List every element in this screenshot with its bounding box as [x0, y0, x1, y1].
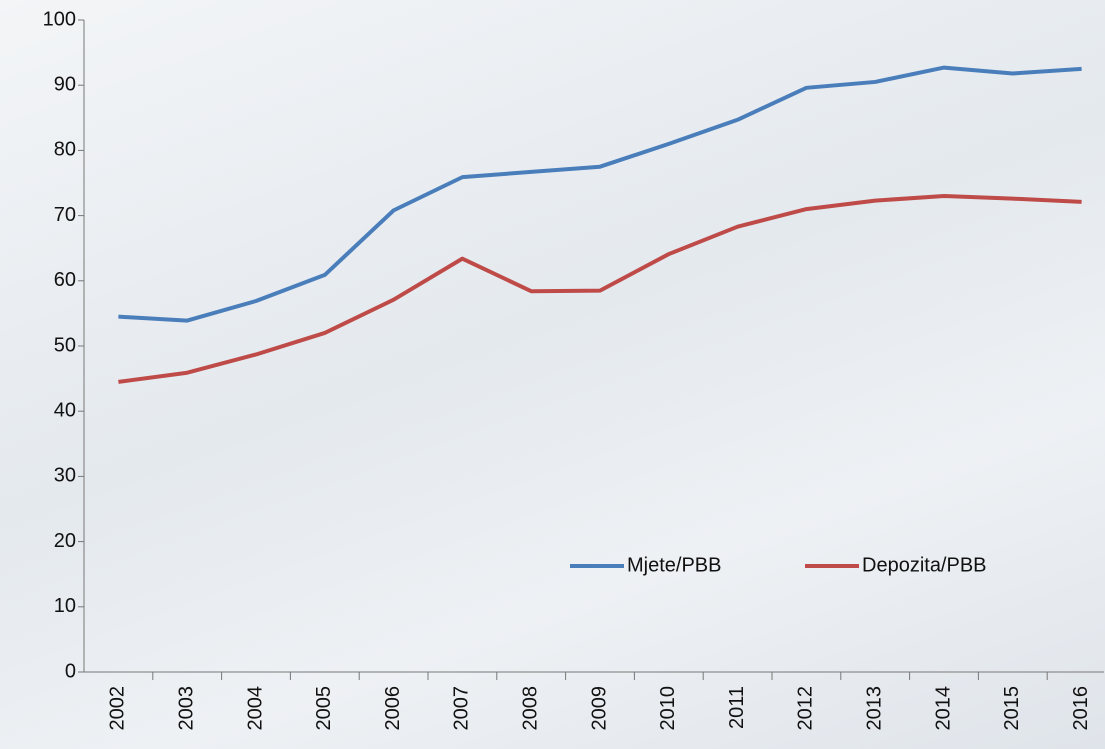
x-tick-label: 2016: [1070, 686, 1092, 731]
x-tick-label: 2010: [657, 686, 679, 731]
x-tick-label: 2006: [382, 686, 404, 731]
legend-label: Mjete/PBB: [627, 554, 721, 576]
y-tick-label: 80: [54, 139, 76, 161]
x-tick-label: 2013: [863, 686, 885, 731]
x-tick-label: 2011: [726, 686, 748, 729]
data-line: [118, 65, 1082, 323]
x-tick-label: 2003: [175, 686, 197, 731]
y-tick-label: 10: [54, 595, 76, 617]
y-tick-label: 20: [54, 530, 76, 552]
y-tick-label: 100: [43, 8, 76, 30]
x-tick-label: 2008: [519, 686, 541, 731]
y-tick-label: 90: [54, 73, 76, 95]
y-tick-label: 0: [65, 660, 76, 682]
x-tick-label: 2015: [1001, 686, 1023, 731]
y-tick-label: 40: [54, 399, 76, 421]
y-tick-label: 60: [54, 269, 76, 291]
y-tick-label: 70: [54, 204, 76, 226]
x-tick-label: 2014: [932, 686, 954, 731]
x-tick-label: 2009: [588, 686, 610, 731]
legend-label: Depozita/PBB: [862, 554, 987, 576]
y-tick-label: 30: [54, 465, 76, 487]
x-tick-label: 2012: [795, 686, 817, 731]
y-tick-label: 50: [54, 334, 76, 356]
x-tick-label: 2004: [244, 686, 266, 731]
x-tick-label: 2005: [313, 686, 335, 731]
x-tick-label: 2007: [451, 686, 473, 731]
data-line: [118, 194, 1082, 384]
x-tick-label: 2002: [107, 686, 129, 731]
